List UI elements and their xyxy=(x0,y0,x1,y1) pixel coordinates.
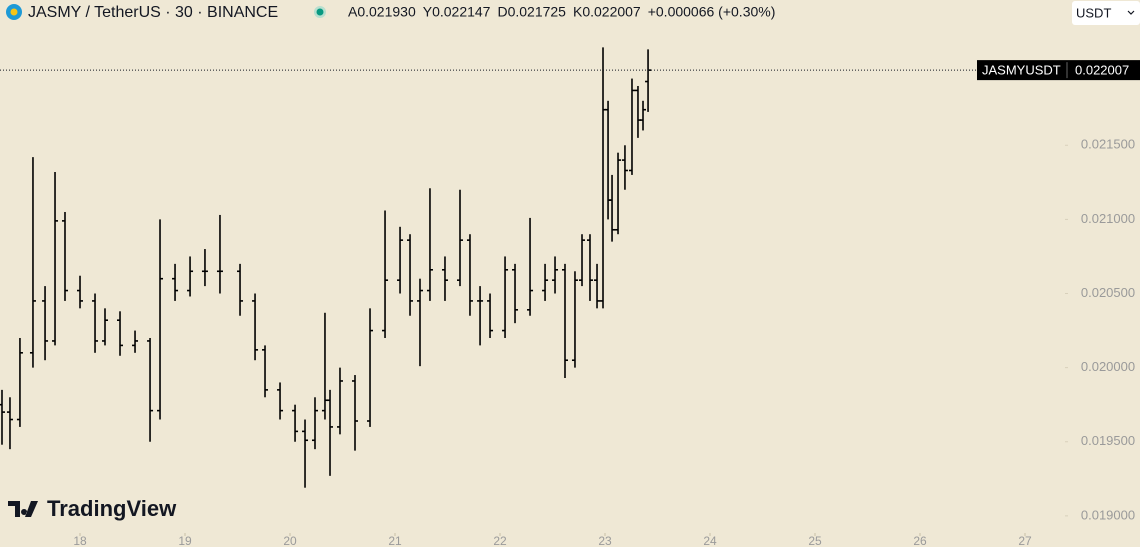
dropdown-caret[interactable] xyxy=(1127,10,1135,15)
ohlc-value: A0.021930 xyxy=(348,4,416,20)
ohlc-bar xyxy=(302,419,309,488)
ohlc-bar xyxy=(367,308,374,427)
y-tick-label: 0.019500 xyxy=(1081,433,1135,448)
ohlc-bar xyxy=(477,286,484,346)
ohlc-bar xyxy=(117,311,124,356)
ohlc-bar xyxy=(292,404,299,442)
x-tick-label: 21 xyxy=(388,534,402,547)
ohlc-bar xyxy=(552,256,559,294)
ohlc-bar xyxy=(6,397,13,450)
ohlc-bar xyxy=(542,263,549,301)
ohlc-bar xyxy=(487,293,494,338)
ohlc-bar xyxy=(77,275,84,309)
x-tick-label: 25 xyxy=(808,534,822,547)
ohlc-bar xyxy=(571,271,578,368)
ohlc-bar xyxy=(628,78,635,175)
ohlc-value: K0.022007 xyxy=(573,4,641,20)
ohlc-bar xyxy=(311,397,318,450)
symbol-icon-inner xyxy=(10,8,18,16)
ohlc-bar xyxy=(52,171,59,346)
change-value: +0.000066 (+0.30%) xyxy=(648,4,776,20)
ohlc-bar xyxy=(407,234,414,316)
ohlc-bar xyxy=(101,308,108,346)
x-tick-label: 24 xyxy=(703,534,717,547)
x-tick-label: 26 xyxy=(913,534,927,547)
ohlc-bar xyxy=(216,214,223,294)
status-dot xyxy=(316,8,324,16)
ohlc-bar xyxy=(561,263,568,379)
ohlc-bar xyxy=(456,189,463,287)
ohlc-bar xyxy=(621,145,628,190)
ohlc-bar xyxy=(187,256,194,297)
x-tick-label: 18 xyxy=(73,534,87,547)
x-tick-label: 23 xyxy=(598,534,612,547)
last-price-symbol: JASMYUSDT xyxy=(982,63,1061,78)
ohlc-bar xyxy=(352,375,358,451)
ohlc-bar xyxy=(42,286,49,361)
last-price-badge xyxy=(977,60,1140,81)
ohlc-value: Y0.022147 xyxy=(423,4,491,20)
y-tick-label: 0.020000 xyxy=(1081,359,1135,374)
x-tick-label: 22 xyxy=(493,534,507,547)
plot xyxy=(0,47,1068,536)
y-tick-label: 0.021000 xyxy=(1081,211,1135,226)
ohlc-bar xyxy=(0,389,5,445)
ohlc-bar xyxy=(426,188,433,301)
ohlc-bar xyxy=(61,211,68,301)
symbol-title: JASMY / TetherUS · 30 · BINANCE xyxy=(28,4,278,21)
x-tick-label: 27 xyxy=(1018,534,1032,547)
ohlc-bar xyxy=(586,234,593,301)
ohlc-bar xyxy=(252,293,259,361)
logo-mark xyxy=(8,501,38,517)
ohlc-bar xyxy=(579,234,586,287)
ohlc-legend: A0.021930 Y0.022147 D0.021725 K0.022007 +0.0… xyxy=(348,4,775,20)
y-tick-label: 0.020500 xyxy=(1081,285,1135,300)
ohlc-bar xyxy=(262,345,269,398)
ohlc-bar xyxy=(147,337,154,442)
ohlc-bar xyxy=(609,174,616,242)
ohlc-bar xyxy=(441,256,448,301)
last-price-label: 0.022007 xyxy=(1075,63,1129,78)
x-tick-label: 19 xyxy=(178,534,192,547)
ohlc-bar xyxy=(132,330,139,353)
y-tick-label: 0.019000 xyxy=(1081,507,1135,522)
logo-text: TradingView xyxy=(47,496,177,521)
ohlc-bar xyxy=(29,157,36,368)
ohlc-bar xyxy=(640,100,647,131)
ohlc-bar xyxy=(382,210,389,338)
ohlc-bar xyxy=(615,152,622,235)
ohlc-value: D0.021725 xyxy=(497,4,566,20)
ohlc-bar xyxy=(327,389,334,476)
ohlc-bar xyxy=(416,278,423,367)
ohlc-bar xyxy=(466,234,473,316)
ohlc-bar xyxy=(92,293,99,353)
x-tick-label: 20 xyxy=(283,534,297,547)
ohlc-bar xyxy=(594,263,601,309)
ohlc-bar xyxy=(512,263,519,324)
ohlc-bar xyxy=(336,367,343,435)
ohlc-bar xyxy=(172,263,179,301)
ohlc-bar xyxy=(16,337,23,427)
ohlc-bar xyxy=(502,256,509,338)
ohlc-bar xyxy=(527,217,534,316)
currency-label[interactable]: USDT xyxy=(1076,5,1111,20)
ohlc-bar xyxy=(201,249,208,287)
ohlc-bar xyxy=(397,226,404,294)
ohlc-bar xyxy=(157,219,164,420)
ohlc-bar xyxy=(237,263,244,316)
y-tick-label: 0.021500 xyxy=(1081,137,1135,152)
logo: TradingView xyxy=(8,496,177,521)
ohlc-bar xyxy=(277,382,284,420)
currency-dropdown[interactable] xyxy=(1072,1,1140,25)
